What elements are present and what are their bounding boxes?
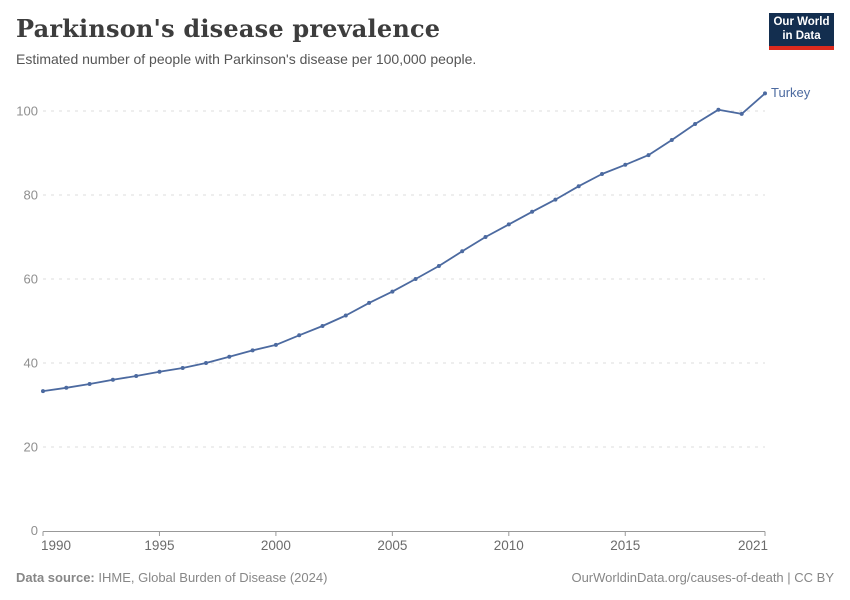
data-point-turkey-2014[interactable] bbox=[600, 172, 604, 176]
chart-footer: Data source: IHME, Global Burden of Dise… bbox=[0, 567, 850, 600]
y-tick-label-0: 0 bbox=[31, 523, 38, 538]
y-tick-label-40: 40 bbox=[24, 356, 38, 371]
x-tick-label-2021: 2021 bbox=[738, 538, 768, 553]
data-point-turkey-1992[interactable] bbox=[87, 382, 92, 386]
data-point-turkey-2006[interactable] bbox=[413, 277, 418, 281]
data-point-turkey-1995[interactable] bbox=[157, 369, 162, 374]
data-point-turkey-2001[interactable] bbox=[297, 333, 302, 338]
data-point-turkey-2007[interactable] bbox=[436, 264, 441, 268]
data-point-turkey-1991[interactable] bbox=[64, 385, 69, 390]
data-point-turkey-2017[interactable] bbox=[669, 138, 674, 142]
x-tick-label-2010: 2010 bbox=[494, 538, 524, 553]
data-point-turkey-2008[interactable] bbox=[460, 249, 465, 254]
chart-subtitle: Estimated number of people with Parkinso… bbox=[16, 51, 477, 67]
data-point-turkey-2018[interactable] bbox=[693, 122, 698, 126]
x-tick-label-2015: 2015 bbox=[610, 538, 640, 553]
data-point-turkey-2013[interactable] bbox=[576, 184, 581, 189]
data-source-note: Data source: IHME, Global Burden of Dise… bbox=[16, 570, 327, 585]
data-point-turkey-2002[interactable] bbox=[320, 324, 325, 328]
data-point-turkey-2019[interactable] bbox=[716, 107, 721, 112]
y-tick-label-20: 20 bbox=[24, 440, 38, 455]
data-point-turkey-1993[interactable] bbox=[110, 377, 115, 382]
y-tick-label-60: 60 bbox=[24, 272, 38, 287]
data-point-turkey-2011[interactable] bbox=[530, 209, 535, 214]
data-point-turkey-1996[interactable] bbox=[180, 366, 185, 370]
data-point-turkey-2020[interactable] bbox=[739, 111, 744, 116]
data-point-turkey-2021[interactable] bbox=[763, 91, 767, 96]
data-point-turkey-1998[interactable] bbox=[227, 354, 232, 359]
owid-logo-line2: in Data bbox=[782, 29, 821, 42]
data-point-turkey-2004[interactable] bbox=[367, 300, 372, 305]
owid-logo-text: Our World in Data bbox=[773, 16, 829, 43]
data-point-turkey-2000[interactable] bbox=[273, 342, 278, 347]
page-title: Parkinson's disease prevalence bbox=[16, 14, 441, 43]
data-point-turkey-2016[interactable] bbox=[646, 153, 651, 158]
data-point-turkey-2003[interactable] bbox=[343, 313, 348, 318]
series-line-turkey[interactable] bbox=[42, 92, 766, 393]
data-source-label: Data source: bbox=[16, 570, 95, 585]
y-tick-label-80: 80 bbox=[24, 188, 38, 203]
series-label-turkey[interactable]: Turkey bbox=[771, 85, 811, 100]
data-source-text: IHME, Global Burden of Disease (2024) bbox=[94, 570, 328, 585]
y-tick-label-100: 100 bbox=[16, 104, 38, 119]
x-tick-label-2005: 2005 bbox=[377, 538, 407, 553]
data-point-turkey-1990[interactable] bbox=[41, 389, 45, 394]
owid-logo-line1: Our World bbox=[773, 15, 830, 28]
x-tick-label-1995: 1995 bbox=[144, 538, 174, 553]
data-point-turkey-2012[interactable] bbox=[553, 197, 558, 202]
x-tick-label-1990: 1990 bbox=[41, 538, 71, 553]
data-point-turkey-1994[interactable] bbox=[134, 374, 139, 378]
x-tick-label-2000: 2000 bbox=[261, 538, 291, 553]
data-point-turkey-2010[interactable] bbox=[506, 222, 511, 227]
credit-link[interactable]: OurWorldinData.org/causes-of-death | CC … bbox=[571, 570, 834, 585]
data-point-turkey-1997[interactable] bbox=[204, 361, 208, 365]
data-point-turkey-2005[interactable] bbox=[390, 289, 395, 294]
data-point-turkey-1999[interactable] bbox=[250, 348, 255, 353]
data-point-turkey-2015[interactable] bbox=[623, 162, 628, 167]
data-point-turkey-2009[interactable] bbox=[483, 235, 488, 239]
owid-logo[interactable]: Our World in Data bbox=[769, 13, 834, 50]
